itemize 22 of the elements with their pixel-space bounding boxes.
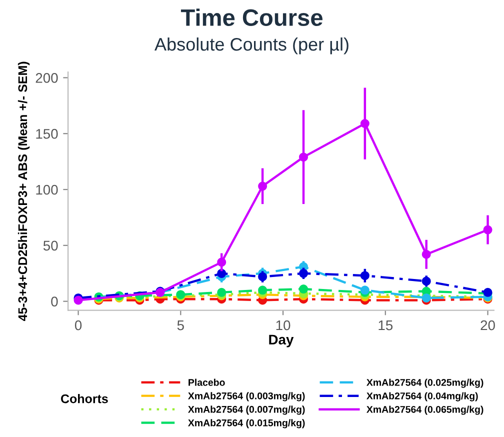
x-tick-label: 15	[378, 320, 393, 330]
y-tick-label: 50	[43, 240, 58, 251]
chart-subtitle: Absolute Counts (per µl)	[154, 37, 348, 54]
legend-label: Placebo	[188, 378, 225, 386]
legend-label: XmAb27564 (0.065mg/kg)	[366, 406, 484, 415]
legend-label: XmAb27564 (0.015mg/kg)	[188, 419, 305, 428]
legend-label: XmAb27564 (0.007mg/kg)	[188, 406, 305, 415]
x-axis-title: Day	[269, 334, 294, 348]
y-tick-label: 100	[36, 184, 58, 195]
y-axis-title: 45-3+4+CD25hiFOXP3+ ABS (Mean +/- SEM)	[18, 62, 30, 322]
legend-label: XmAb27564 (0.025mg/kg)	[366, 378, 484, 388]
x-tick-label: 0	[74, 320, 82, 330]
legend-title: Cohorts	[60, 394, 108, 404]
y-tick-label: 200	[36, 73, 58, 83]
y-tick-label: 0	[51, 296, 58, 306]
x-tick-label: 10	[276, 320, 290, 330]
chart-title: Time Course	[180, 8, 322, 26]
x-tick-label: 5	[177, 320, 184, 330]
x-tick-label: 20	[480, 320, 495, 330]
legend-label: XmAb27564 (0.003mg/kg)	[188, 392, 305, 402]
legend-label: XmAb27564 (0.04mg/kg)	[366, 392, 478, 402]
y-tick-label: 150	[36, 128, 58, 139]
